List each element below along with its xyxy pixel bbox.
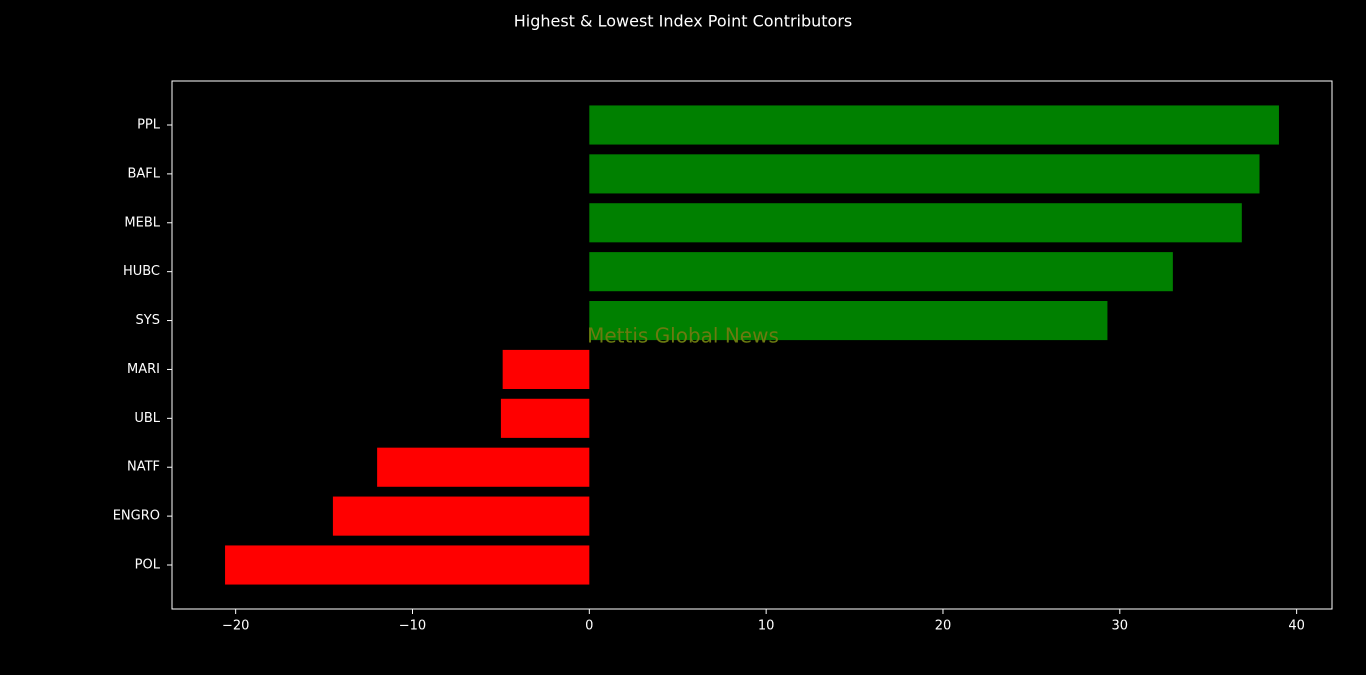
- x-tick-label: 0: [585, 619, 593, 634]
- y-tick-label: NATF: [127, 460, 160, 475]
- y-tick-label: MEBL: [124, 215, 160, 230]
- y-tick-label: BAFL: [127, 166, 160, 181]
- x-tick-label: 40: [1288, 619, 1305, 634]
- x-tick-label: 10: [758, 619, 775, 634]
- bar: [377, 447, 590, 487]
- y-tick-label: POL: [135, 558, 161, 573]
- bar: [589, 203, 1242, 243]
- bar: [502, 349, 590, 389]
- y-tick-label: PPL: [137, 118, 161, 133]
- x-tick-label: 20: [935, 619, 952, 634]
- y-tick-label: SYS: [136, 313, 160, 328]
- bar: [589, 252, 1173, 292]
- bar: [589, 301, 1108, 341]
- watermark: Mettis Global News: [587, 324, 779, 348]
- x-tick-label: −20: [222, 619, 249, 634]
- x-tick-label: 30: [1112, 619, 1129, 634]
- bar: [589, 154, 1260, 194]
- chart-title: Highest & Lowest Index Point Contributor…: [514, 12, 853, 31]
- bar: [225, 545, 590, 585]
- x-tick-label: −10: [399, 619, 426, 634]
- y-tick-label: ENGRO: [113, 509, 160, 524]
- bar: [589, 105, 1279, 145]
- bar: [500, 398, 590, 438]
- plot-frame: [171, 80, 1333, 610]
- bar: [332, 496, 590, 536]
- y-tick-label: MARI: [127, 362, 160, 377]
- y-tick-label: HUBC: [123, 264, 160, 279]
- y-tick-label: UBL: [134, 411, 160, 426]
